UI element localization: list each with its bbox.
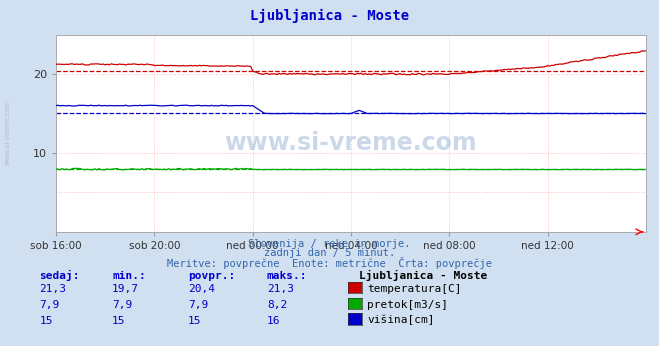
Text: 20,4: 20,4 <box>188 284 215 294</box>
Text: 7,9: 7,9 <box>40 300 60 310</box>
Text: 7,9: 7,9 <box>112 300 132 310</box>
Text: Ljubljanica - Moste: Ljubljanica - Moste <box>359 270 488 281</box>
Text: Meritve: povprečne  Enote: metrične  Črta: povprečje: Meritve: povprečne Enote: metrične Črta:… <box>167 257 492 269</box>
Text: 21,3: 21,3 <box>267 284 294 294</box>
Text: 8,2: 8,2 <box>267 300 287 310</box>
Text: 15: 15 <box>188 316 201 326</box>
Text: Ljubljanica - Moste: Ljubljanica - Moste <box>250 9 409 23</box>
Text: maks.:: maks.: <box>267 271 307 281</box>
Text: 15: 15 <box>40 316 53 326</box>
Text: povpr.:: povpr.: <box>188 271 235 281</box>
Text: 7,9: 7,9 <box>188 300 208 310</box>
Text: temperatura[C]: temperatura[C] <box>367 284 461 294</box>
Text: Slovenija / reke in morje.: Slovenija / reke in morje. <box>248 239 411 249</box>
Text: višina[cm]: višina[cm] <box>367 315 434 326</box>
Text: www.si-vreme.com: www.si-vreme.com <box>225 131 477 155</box>
Text: pretok[m3/s]: pretok[m3/s] <box>367 300 448 310</box>
Text: 19,7: 19,7 <box>112 284 139 294</box>
Text: min.:: min.: <box>112 271 146 281</box>
Text: sedaj:: sedaj: <box>40 270 80 281</box>
Text: zadnji dan / 5 minut.: zadnji dan / 5 minut. <box>264 248 395 258</box>
Text: 16: 16 <box>267 316 280 326</box>
Text: 21,3: 21,3 <box>40 284 67 294</box>
Text: www.si-vreme.com: www.si-vreme.com <box>5 98 11 165</box>
Text: 15: 15 <box>112 316 125 326</box>
